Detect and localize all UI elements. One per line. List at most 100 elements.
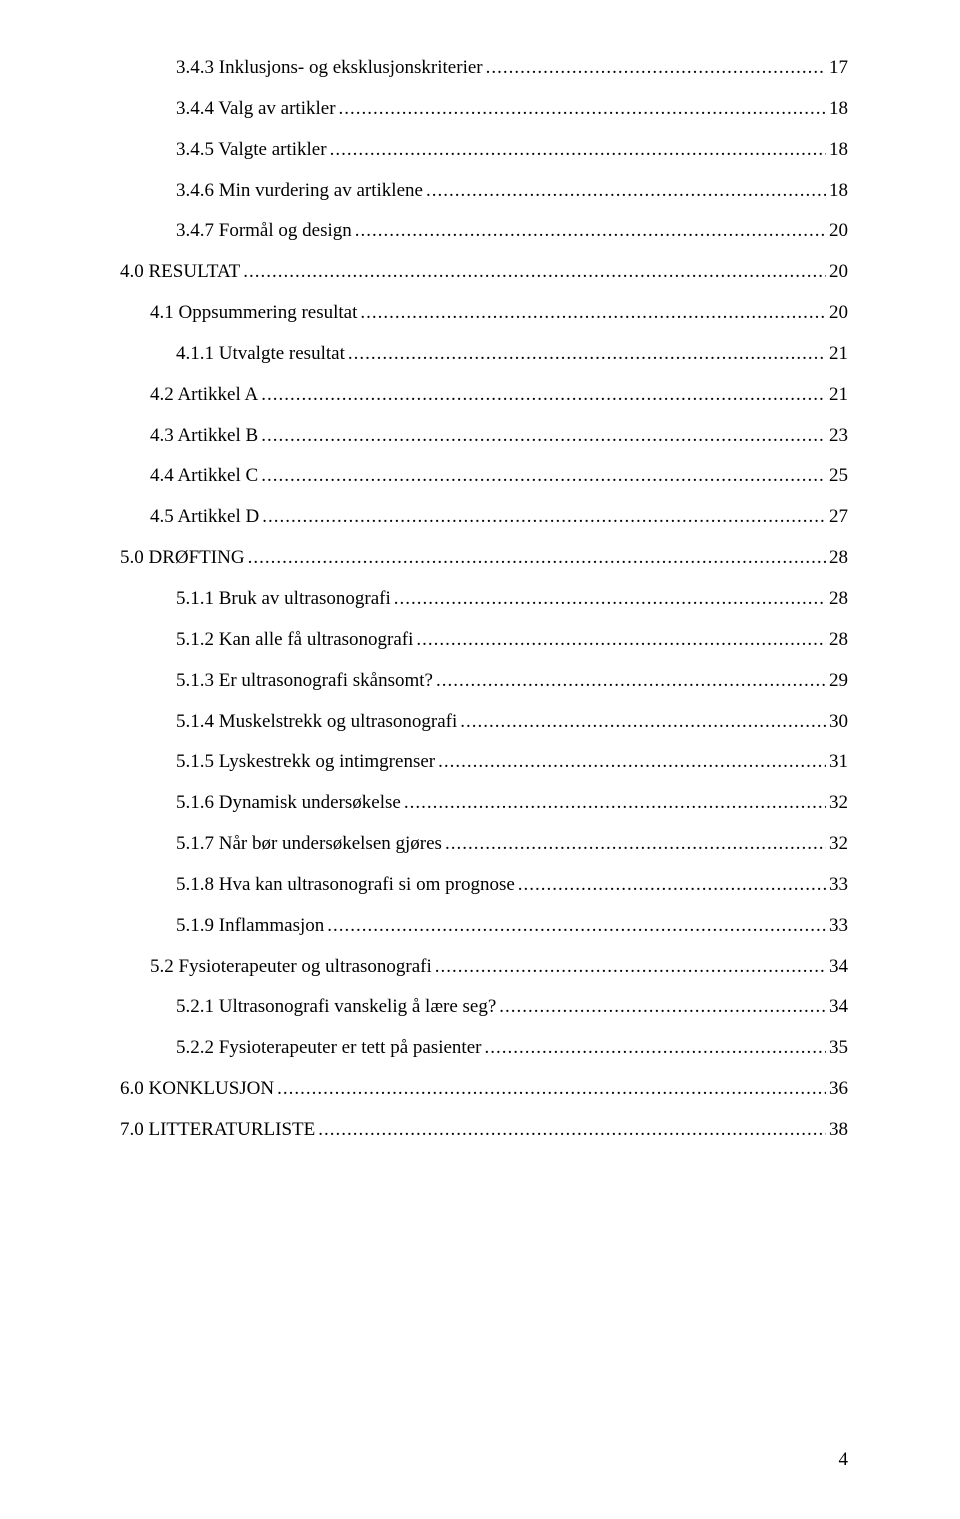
- toc-entry: 5.1.2 Kan alle få ultrasonografi 28: [120, 620, 848, 661]
- toc-entry: 4.1.1 Utvalgte resultat 21: [120, 334, 848, 375]
- toc-entry: 5.1.3 Er ultrasonografi skånsomt? 29: [120, 661, 848, 702]
- toc-entry-page: 18: [829, 89, 848, 130]
- toc-entry-page: 32: [829, 824, 848, 865]
- toc-entry-label: 3.4.4 Valg av artikler: [176, 89, 336, 130]
- toc-entry-label: 4.0 RESULTAT: [120, 252, 240, 293]
- toc-entry-label: 4.1 Oppsummering resultat: [150, 293, 357, 334]
- toc-entry-page: 29: [829, 661, 848, 702]
- toc-entry-label: 7.0 LITTERATURLISTE: [120, 1110, 315, 1151]
- toc-entry: 3.4.3 Inklusjons- og eksklusjonskriterie…: [120, 48, 848, 89]
- toc-entry: 4.0 RESULTAT 20: [120, 252, 848, 293]
- table-of-contents: 3.4.3 Inklusjons- og eksklusjonskriterie…: [120, 48, 848, 1151]
- toc-entry-label: 4.4 Artikkel C: [150, 456, 258, 497]
- toc-leader: [330, 130, 826, 171]
- toc-entry-label: 3.4.6 Min vurdering av artiklene: [176, 171, 423, 212]
- toc-leader: [394, 579, 826, 620]
- toc-entry-page: 20: [829, 293, 848, 334]
- toc-leader: [460, 702, 826, 743]
- toc-leader: [484, 1028, 826, 1069]
- toc-leader: [261, 375, 826, 416]
- page-number: 4: [839, 1449, 849, 1471]
- toc-entry-page: 20: [829, 252, 848, 293]
- toc-leader: [318, 1110, 826, 1151]
- toc-entry-label: 5.1.8 Hva kan ultrasonografi si om progn…: [176, 865, 515, 906]
- toc-entry-label: 4.5 Artikkel D: [150, 497, 259, 538]
- toc-entry-page: 34: [829, 987, 848, 1028]
- toc-entry: 5.2 Fysioterapeuter og ultrasonografi 34: [120, 947, 848, 988]
- toc-entry: 4.5 Artikkel D 27: [120, 497, 848, 538]
- toc-entry-label: 5.0 DRØFTING: [120, 538, 245, 579]
- toc-entry: 4.4 Artikkel C 25: [120, 456, 848, 497]
- toc-leader: [499, 987, 826, 1028]
- toc-entry: 5.1.8 Hva kan ultrasonografi si om progn…: [120, 865, 848, 906]
- toc-entry-label: 5.1.5 Lyskestrekk og intimgrenser: [176, 742, 435, 783]
- toc-entry: 3.4.5 Valgte artikler 18: [120, 130, 848, 171]
- toc-entry: 3.4.6 Min vurdering av artiklene 18: [120, 171, 848, 212]
- toc-leader: [435, 947, 826, 988]
- toc-entry-label: 5.1.3 Er ultrasonografi skånsomt?: [176, 661, 433, 702]
- toc-entry: 5.2.1 Ultrasonografi vanskelig å lære se…: [120, 987, 848, 1028]
- toc-leader: [486, 48, 826, 89]
- toc-entry: 7.0 LITTERATURLISTE 38: [120, 1110, 848, 1151]
- toc-leader: [436, 661, 826, 702]
- toc-leader: [261, 456, 826, 497]
- toc-entry-page: 28: [829, 620, 848, 661]
- toc-entry: 3.4.4 Valg av artikler 18: [120, 89, 848, 130]
- toc-entry-label: 4.2 Artikkel A: [150, 375, 258, 416]
- toc-entry-page: 28: [829, 538, 848, 579]
- toc-leader: [404, 783, 826, 824]
- toc-entry-page: 34: [829, 947, 848, 988]
- toc-entry-label: 5.2.2 Fysioterapeuter er tett på pasient…: [176, 1028, 481, 1069]
- toc-entry: 5.1.4 Muskelstrekk og ultrasonografi 30: [120, 702, 848, 743]
- toc-entry-label: 3.4.5 Valgte artikler: [176, 130, 327, 171]
- toc-leader: [426, 171, 826, 212]
- toc-entry-page: 25: [829, 456, 848, 497]
- toc-leader: [339, 89, 826, 130]
- toc-entry-label: 5.1.7 Når bør undersøkelsen gjøres: [176, 824, 442, 865]
- toc-leader: [445, 824, 826, 865]
- toc-leader: [348, 334, 826, 375]
- toc-leader: [327, 906, 826, 947]
- document-page: 3.4.3 Inklusjons- og eksklusjonskriterie…: [0, 0, 960, 1519]
- toc-entry: 3.4.7 Formål og design 20: [120, 211, 848, 252]
- toc-entry: 5.1.6 Dynamisk undersøkelse 32: [120, 783, 848, 824]
- toc-leader: [355, 211, 826, 252]
- toc-entry-page: 20: [829, 211, 848, 252]
- toc-entry-label: 5.2 Fysioterapeuter og ultrasonografi: [150, 947, 432, 988]
- toc-entry-label: 4.3 Artikkel B: [150, 416, 258, 457]
- toc-entry-page: 21: [829, 375, 848, 416]
- toc-entry-page: 32: [829, 783, 848, 824]
- toc-entry: 4.3 Artikkel B 23: [120, 416, 848, 457]
- toc-entry-page: 30: [829, 702, 848, 743]
- toc-leader: [277, 1069, 826, 1110]
- toc-entry-page: 21: [829, 334, 848, 375]
- toc-entry: 4.2 Artikkel A 21: [120, 375, 848, 416]
- toc-entry-label: 5.1.9 Inflammasjon: [176, 906, 324, 947]
- toc-entry-label: 3.4.7 Formål og design: [176, 211, 352, 252]
- toc-leader: [262, 497, 826, 538]
- toc-entry-page: 23: [829, 416, 848, 457]
- toc-entry: 6.0 KONKLUSJON 36: [120, 1069, 848, 1110]
- toc-entry-label: 3.4.3 Inklusjons- og eksklusjonskriterie…: [176, 48, 483, 89]
- toc-entry: 5.1.9 Inflammasjon 33: [120, 906, 848, 947]
- toc-entry-page: 28: [829, 579, 848, 620]
- toc-entry: 5.2.2 Fysioterapeuter er tett på pasient…: [120, 1028, 848, 1069]
- toc-entry-page: 27: [829, 497, 848, 538]
- toc-entry: 4.1 Oppsummering resultat 20: [120, 293, 848, 334]
- toc-leader: [438, 742, 826, 783]
- toc-entry-label: 5.1.1 Bruk av ultrasonografi: [176, 579, 391, 620]
- toc-entry-label: 6.0 KONKLUSJON: [120, 1069, 274, 1110]
- toc-entry-label: 5.1.4 Muskelstrekk og ultrasonografi: [176, 702, 457, 743]
- toc-entry: 5.1.1 Bruk av ultrasonografi 28: [120, 579, 848, 620]
- toc-entry-label: 4.1.1 Utvalgte resultat: [176, 334, 345, 375]
- toc-entry-label: 5.2.1 Ultrasonografi vanskelig å lære se…: [176, 987, 496, 1028]
- toc-leader: [248, 538, 826, 579]
- toc-entry: 5.1.5 Lyskestrekk og intimgrenser 31: [120, 742, 848, 783]
- toc-entry-page: 35: [829, 1028, 848, 1069]
- toc-entry-page: 33: [829, 906, 848, 947]
- toc-leader: [243, 252, 826, 293]
- toc-entry-page: 18: [829, 130, 848, 171]
- toc-entry-label: 5.1.6 Dynamisk undersøkelse: [176, 783, 401, 824]
- toc-leader: [261, 416, 826, 457]
- toc-entry: 5.1.7 Når bør undersøkelsen gjøres 32: [120, 824, 848, 865]
